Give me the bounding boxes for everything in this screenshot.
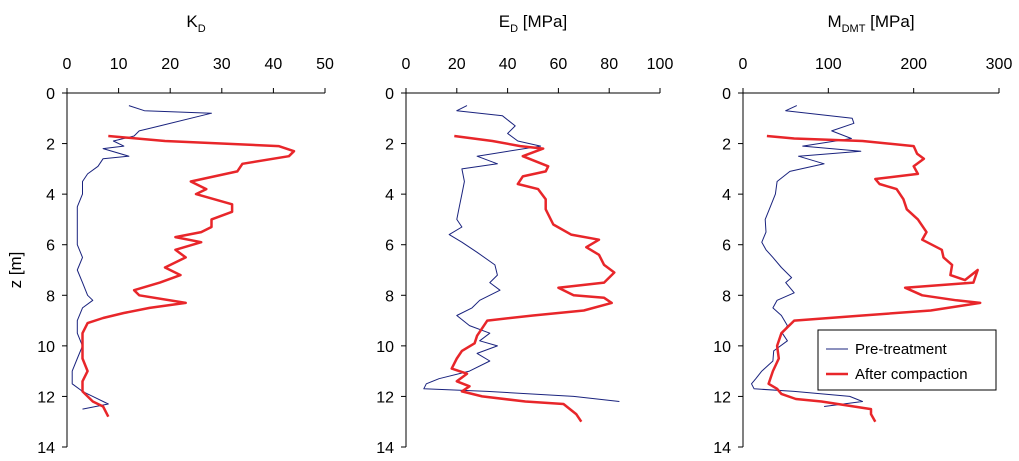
y-tick-label: 10 bbox=[376, 339, 394, 356]
y-tick-label: 4 bbox=[385, 187, 394, 204]
y-tick-label: 14 bbox=[376, 440, 394, 457]
y-tick-label: 2 bbox=[385, 137, 394, 154]
title-subscript: D bbox=[510, 23, 518, 35]
x-tick-label: 100 bbox=[647, 56, 674, 73]
panel-2: 0 20 40 60 80 100 0 2 4 6 8 10 12 14 ED [MPa] bbox=[376, 12, 673, 457]
x-tick-label: 20 bbox=[448, 56, 466, 73]
y-tick-label: 0 bbox=[46, 86, 55, 103]
panel-title: KD bbox=[186, 12, 205, 35]
y-tick-label: 2 bbox=[46, 137, 55, 154]
x-tick-label: 0 bbox=[739, 56, 748, 73]
title-main: K bbox=[186, 12, 198, 31]
y-tick-label: 6 bbox=[46, 238, 55, 255]
x-tick-label: 40 bbox=[265, 56, 283, 73]
y-tick-label: 6 bbox=[385, 238, 394, 255]
x-tick-label: 80 bbox=[600, 56, 618, 73]
x-tick-label: 40 bbox=[499, 56, 517, 73]
series-line-after-compaction bbox=[450, 134, 616, 423]
x-tick-label: 0 bbox=[402, 56, 411, 73]
series-line-pre-treatment bbox=[71, 105, 212, 410]
panel-3: 0 100 200 300 0 2 4 6 8 10 12 14 MDMT [MPa] bbox=[713, 12, 1012, 457]
y-tick-label: 12 bbox=[713, 389, 731, 406]
x-tick-label: 30 bbox=[213, 56, 231, 73]
title-unit: [MPa] bbox=[865, 12, 914, 31]
y-tick-label: 4 bbox=[722, 187, 731, 204]
y-tick-label: 0 bbox=[722, 86, 731, 103]
title-main: E bbox=[499, 12, 510, 31]
x-tick-label: 20 bbox=[161, 56, 179, 73]
y-tick-label: 8 bbox=[385, 288, 394, 305]
panel-1: 0 10 20 30 40 50 0 2 4 6 8 10 12 14 KD bbox=[37, 12, 334, 457]
panel-title: MDMT [MPa] bbox=[827, 12, 914, 35]
y-tick-label: 12 bbox=[37, 389, 55, 406]
x-tick-label: 200 bbox=[900, 56, 927, 73]
legend-box bbox=[817, 329, 997, 391]
legend-label: Pre-treatment bbox=[855, 341, 948, 358]
title-subscript: D bbox=[198, 23, 206, 35]
x-tick-label: 100 bbox=[815, 56, 842, 73]
title-subscript: DMT bbox=[842, 23, 866, 35]
y-tick-label: 8 bbox=[46, 288, 55, 305]
y-tick-label: 6 bbox=[722, 238, 731, 255]
title-main: M bbox=[827, 12, 841, 31]
panel-title: ED [MPa] bbox=[499, 12, 567, 35]
x-tick-label: 50 bbox=[316, 56, 334, 73]
x-tick-label: 300 bbox=[986, 56, 1013, 73]
x-tick-label: 10 bbox=[110, 56, 128, 73]
y-tick-label: 12 bbox=[376, 389, 394, 406]
y-tick-label: 14 bbox=[713, 440, 731, 457]
series-line-after-compaction bbox=[81, 134, 296, 418]
x-tick-label: 0 bbox=[63, 56, 72, 73]
x-tick-label: 60 bbox=[550, 56, 568, 73]
legend-label: After compaction bbox=[855, 366, 968, 383]
title-unit: [MPa] bbox=[518, 12, 567, 31]
series-line-pre-treatment bbox=[751, 105, 863, 407]
y-tick-label: 10 bbox=[37, 339, 55, 356]
series-line-after-compaction bbox=[766, 134, 982, 423]
y-axis-label: z [m] bbox=[6, 252, 25, 289]
y-tick-label: 8 bbox=[722, 288, 731, 305]
y-tick-label: 2 bbox=[722, 137, 731, 154]
y-tick-label: 4 bbox=[46, 187, 55, 204]
y-tick-label: 0 bbox=[385, 86, 394, 103]
y-tick-label: 14 bbox=[37, 440, 55, 457]
y-tick-label: 10 bbox=[713, 339, 731, 356]
series-line-pre-treatment bbox=[423, 105, 620, 402]
legend: Pre-treatment After compaction bbox=[817, 329, 997, 391]
